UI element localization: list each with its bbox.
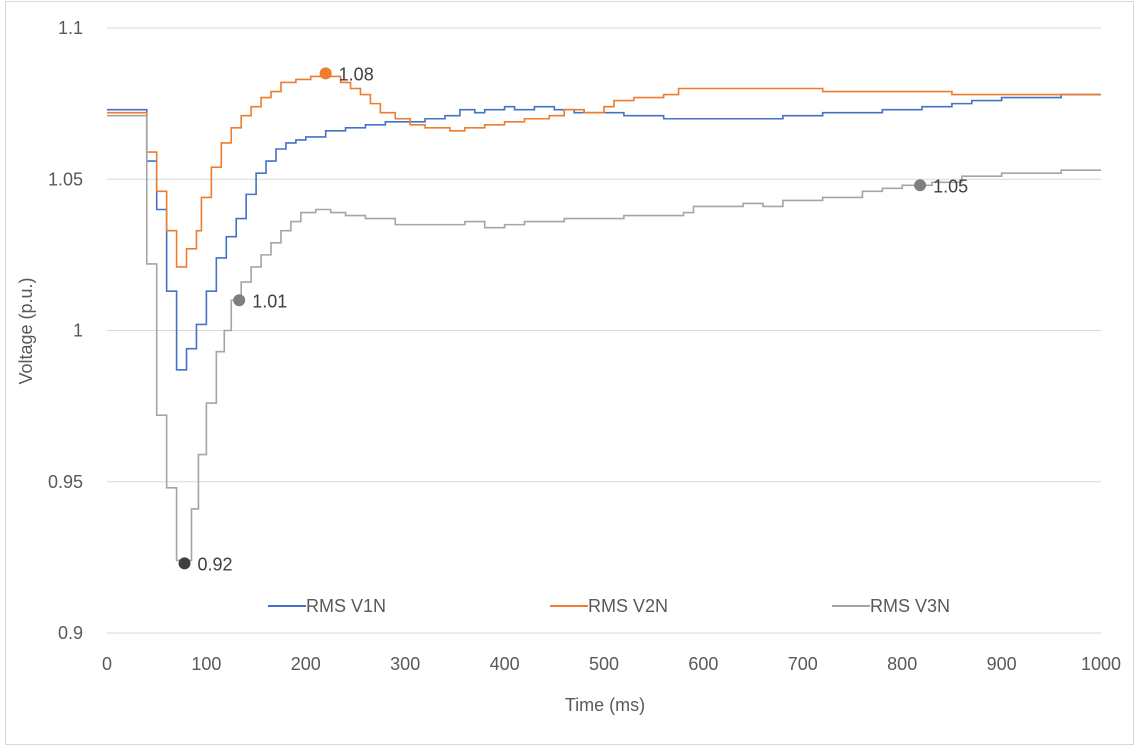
legend-label: RMS V1N bbox=[306, 596, 386, 616]
x-tick-label: 1000 bbox=[1081, 654, 1121, 674]
x-axis-title: Time (ms) bbox=[565, 695, 645, 715]
x-tick-label: 600 bbox=[688, 654, 718, 674]
data-point-marker bbox=[233, 294, 246, 307]
x-tick-label: 500 bbox=[589, 654, 619, 674]
series-line-rms-v2n bbox=[107, 72, 1101, 268]
y-tick-label: 1 bbox=[73, 321, 83, 341]
series-line-rms-v3n bbox=[107, 114, 1101, 562]
data-label: 0.92 bbox=[198, 554, 233, 574]
x-tick-label: 400 bbox=[490, 654, 520, 674]
data-label: 1.08 bbox=[339, 64, 374, 84]
y-tick-label: 1.05 bbox=[48, 169, 83, 189]
data-label: 1.01 bbox=[252, 291, 287, 311]
y-axis-title: Voltage (p.u.) bbox=[16, 277, 36, 384]
y-tick-label: 0.9 bbox=[58, 623, 83, 643]
data-point-marker bbox=[178, 557, 191, 570]
legend: RMS V1N RMS V2N RMS V3N bbox=[268, 596, 950, 616]
data-label: 1.05 bbox=[933, 176, 968, 196]
x-tick-label: 200 bbox=[291, 654, 321, 674]
annotations: 1.08 1.01 0.92 1.05 bbox=[178, 64, 968, 574]
y-tick-label: 0.95 bbox=[48, 472, 83, 492]
x-tick-label: 100 bbox=[191, 654, 221, 674]
y-axis-ticks: 0.9 0.95 1 1.05 1.1 bbox=[48, 18, 83, 643]
chart-frame-border bbox=[5, 1, 1134, 745]
x-axis-ticks: 0 100 200 300 400 500 600 700 800 900 1000 bbox=[102, 654, 1121, 674]
series-line-rms-v1n bbox=[107, 93, 1101, 371]
x-tick-label: 900 bbox=[987, 654, 1017, 674]
x-tick-label: 300 bbox=[390, 654, 420, 674]
gridlines bbox=[107, 27, 1101, 634]
legend-label: RMS V2N bbox=[588, 596, 668, 616]
legend-label: RMS V3N bbox=[870, 596, 950, 616]
x-tick-label: 800 bbox=[887, 654, 917, 674]
data-point-marker bbox=[319, 67, 332, 80]
x-tick-label: 700 bbox=[788, 654, 818, 674]
plot-area bbox=[107, 72, 1101, 562]
data-point-marker bbox=[914, 179, 927, 192]
y-tick-label: 1.1 bbox=[58, 18, 83, 38]
x-tick-label: 0 bbox=[102, 654, 112, 674]
